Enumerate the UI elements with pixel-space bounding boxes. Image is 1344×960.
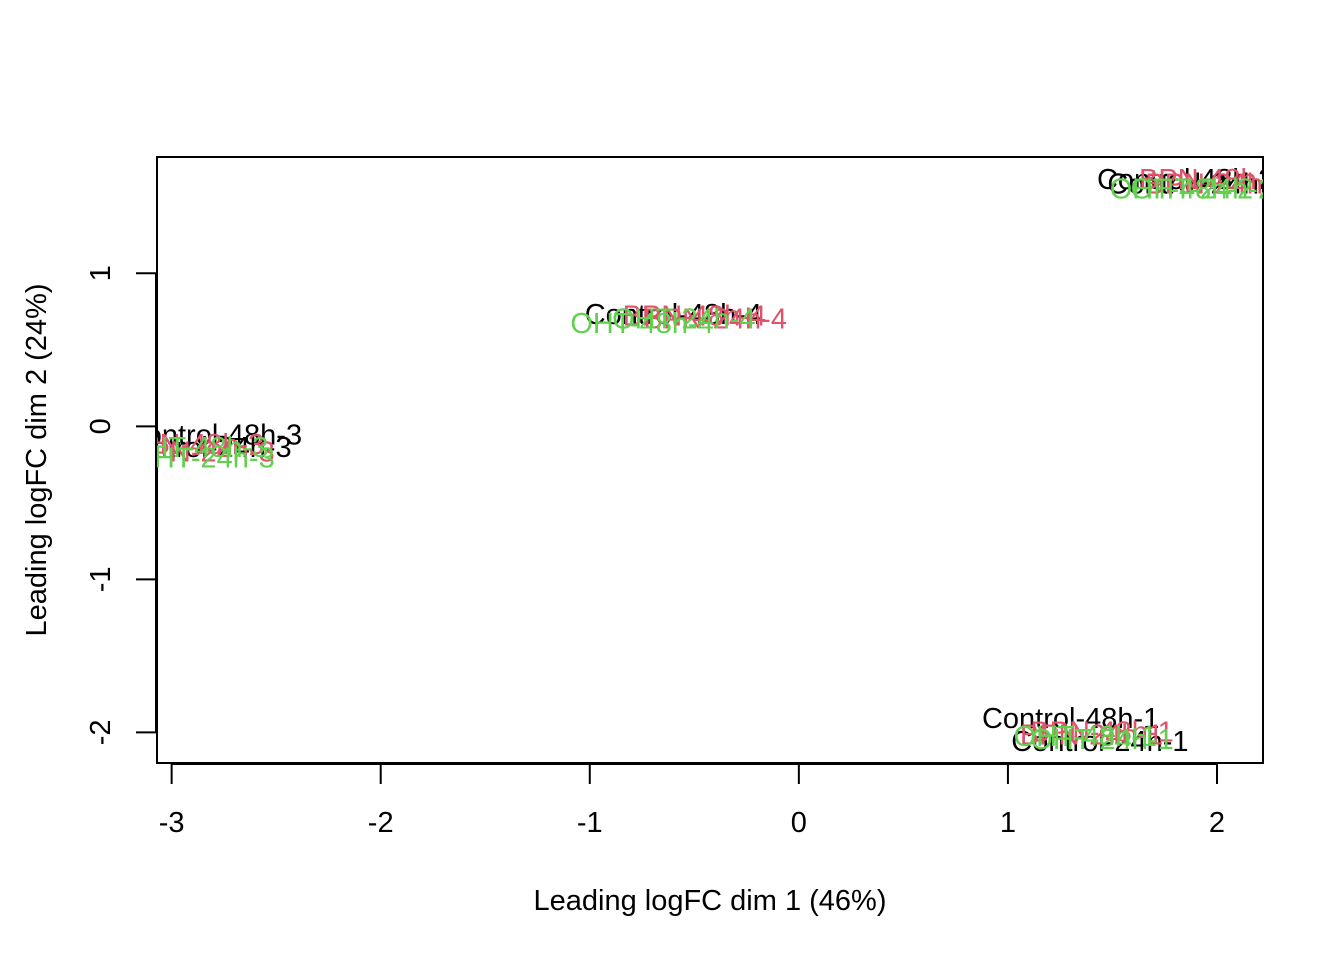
point-label: OHT-24h-1 (1030, 724, 1173, 756)
point-label: OHT-24h-4 (612, 303, 755, 335)
point-label: BPN-48h-3 (121, 429, 264, 461)
point-label: OHT-24h-2 (1131, 173, 1274, 205)
x-axis-title: Leading logFC dim 1 (46%) (533, 885, 886, 917)
y-tick-label: -2 (85, 719, 117, 745)
point-label: Control-48h-4 (585, 299, 762, 331)
point-label: Control-24h-3 (114, 432, 291, 464)
point-label: OHT-24h-3 (131, 443, 274, 475)
y-tick-label: 1 (85, 265, 117, 281)
x-tick-label: -3 (159, 807, 185, 839)
point-labels: Control-48h-2Control-24h-2BPN-48h-2BPN-2… (114, 164, 1288, 758)
x-tick-label: -2 (368, 807, 394, 839)
point-label: BPN-48h-1 (1030, 717, 1173, 749)
point-label: Control-48h-3 (125, 420, 302, 452)
y-axis-title: Leading logFC dim 2 (24%) (21, 283, 53, 636)
point-label: Control-24h-2 (1107, 169, 1284, 201)
y-axis: -2 -1 0 1 (85, 265, 157, 745)
point-label: Control-48h-1 (982, 703, 1159, 735)
x-tick-label: 1 (1000, 807, 1016, 839)
point-label: BPN-24h-2 (1145, 169, 1288, 201)
plot-frame (156, 156, 1264, 764)
x-tick-label: -1 (577, 807, 603, 839)
point-label: BPN-48h-2 (1139, 164, 1282, 196)
point-label: OHT-48h-1 (1014, 721, 1157, 753)
point-label: OHT-48h-2 (1110, 173, 1253, 205)
point-label: BPN-48h-4 (623, 300, 766, 332)
point-label: Control-24h-1 (1011, 726, 1188, 758)
x-tick-label: 2 (1209, 807, 1225, 839)
x-axis: -3 -2 -1 0 1 2 (159, 763, 1225, 839)
point-label: Control-48h-2 (1097, 164, 1274, 196)
y-tick-label: -1 (85, 566, 117, 592)
x-tick-label: 0 (791, 807, 807, 839)
y-tick-label: 0 (85, 418, 117, 434)
point-label: OHT-48h-3 (125, 432, 268, 464)
point-label: BPN-24h-1 (1020, 720, 1163, 752)
point-label: BPN-24h-3 (131, 437, 274, 469)
point-label: OHT-48h-4 (570, 308, 713, 340)
point-label: BPN-24h-4 (643, 303, 786, 335)
